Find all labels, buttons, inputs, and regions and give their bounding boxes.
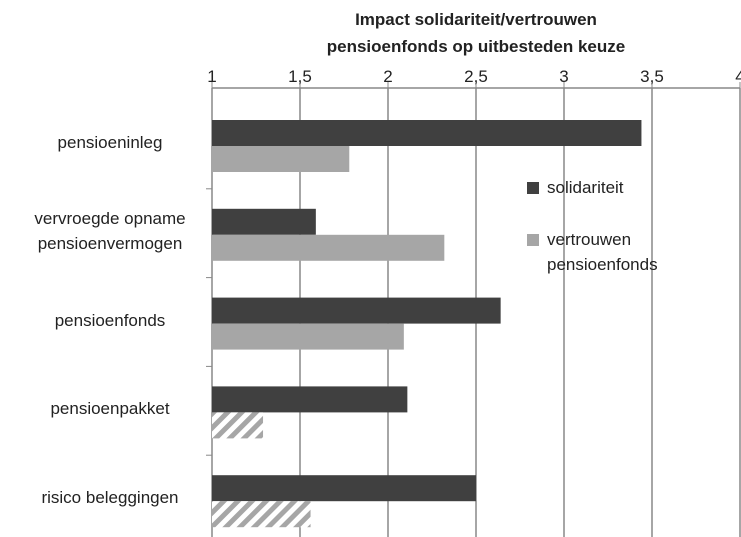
bar bbox=[212, 297, 501, 324]
y-tick-label: risico beleggingen bbox=[41, 488, 179, 508]
x-tick-label: 2,5 bbox=[464, 67, 488, 86]
y-tick-label: pensioenfonds bbox=[54, 310, 166, 330]
bar bbox=[212, 475, 476, 502]
x-tick-label: 1,5 bbox=[288, 67, 312, 86]
legend-label: vertrouwen pensioenfonds bbox=[547, 230, 658, 274]
bar bbox=[212, 120, 642, 146]
legend-label: solidariteit bbox=[547, 178, 624, 197]
y-tick-label: vervroegde opname pensioenvermogen bbox=[34, 209, 186, 254]
x-tick-label: 2 bbox=[383, 67, 393, 86]
y-tick-label: pensioenpakket bbox=[50, 399, 170, 419]
bar bbox=[212, 208, 316, 235]
bar bbox=[212, 501, 311, 528]
bar bbox=[212, 412, 264, 439]
bar bbox=[212, 386, 408, 413]
chart-title: Impact solidariteit/vertrouwen pensioenf… bbox=[326, 10, 626, 56]
x-tick-label: 4 bbox=[735, 67, 741, 86]
bar bbox=[212, 234, 445, 261]
x-tick-label: 1 bbox=[207, 67, 217, 86]
y-tick-label: pensioeninleg bbox=[57, 132, 163, 152]
legend-swatch bbox=[527, 234, 539, 246]
bar bbox=[212, 146, 350, 172]
legend-swatch bbox=[527, 182, 539, 194]
x-tick-label: 3 bbox=[559, 67, 569, 86]
x-tick-label: 3,5 bbox=[640, 67, 664, 86]
bar bbox=[212, 323, 404, 350]
